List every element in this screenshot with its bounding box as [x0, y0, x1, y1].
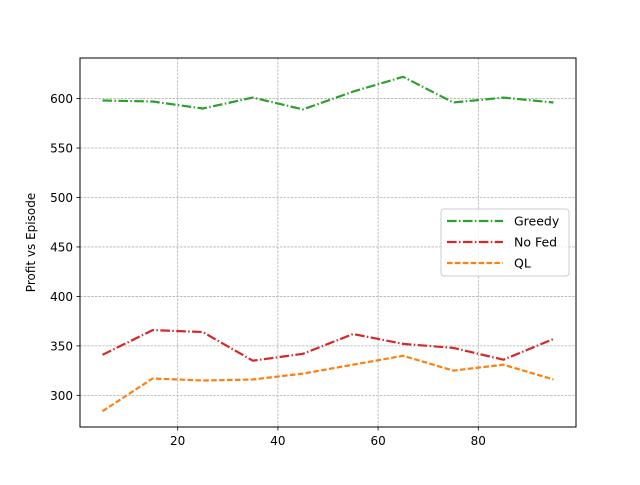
y-axis-label: Profit vs Episode [24, 193, 38, 292]
x-tick-label: 20 [170, 434, 185, 448]
plot-area-frame [79, 57, 577, 428]
legend: Greedy No Fed QL [440, 208, 570, 277]
legend-label: No Fed [514, 235, 557, 250]
y-tick-label: 550 [50, 142, 73, 156]
series-lines [101, 75, 554, 413]
x-tick-label: 60 [370, 434, 385, 448]
y-tick-label: 350 [50, 339, 73, 353]
y-tick-label: 400 [50, 290, 73, 304]
grid-lines [80, 58, 576, 427]
series-line-ql [101, 354, 554, 413]
x-tick-label: 40 [270, 434, 285, 448]
y-tick-label: 600 [50, 92, 73, 106]
y-tick-label: 300 [50, 389, 73, 403]
legend-label: Greedy [514, 214, 560, 229]
x-tick-label: 80 [471, 434, 486, 448]
legend-label: QL [514, 256, 531, 271]
y-tick-label: 450 [50, 240, 73, 254]
x-axis-ticks: 20 40 60 80 [170, 427, 486, 448]
y-axis-ticks: 300 350 400 450 500 550 600 [50, 92, 80, 403]
series-line-greedy [102, 75, 554, 111]
y-tick-label: 500 [50, 191, 73, 205]
series-line-no-fed [102, 329, 554, 362]
legend-box [440, 208, 570, 277]
